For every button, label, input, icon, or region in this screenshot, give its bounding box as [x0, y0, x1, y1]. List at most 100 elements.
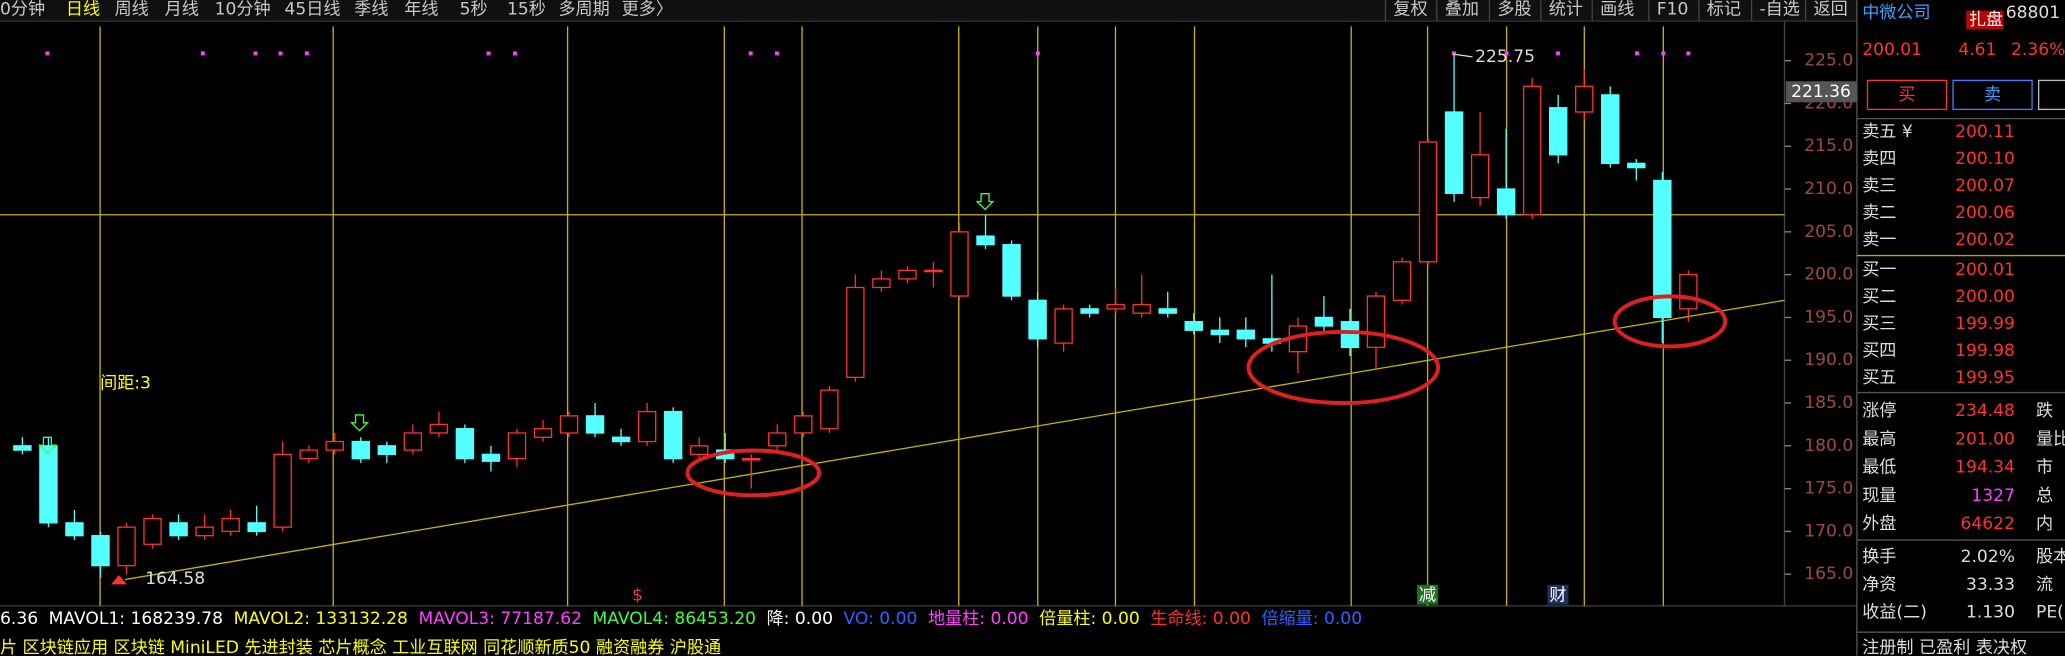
signal-dot	[200, 51, 205, 56]
candle-body	[950, 231, 969, 297]
indicator-value: VO: 0.00	[844, 609, 918, 629]
row-value: 200.06	[1955, 203, 2015, 223]
signal-dot	[1451, 51, 1456, 56]
candle-body	[1002, 244, 1021, 297]
y-tick-label: 180.0	[1804, 436, 1853, 456]
trend-line	[125, 299, 1785, 581]
candle-body	[1653, 179, 1672, 319]
candle-body	[533, 428, 553, 438]
buy-arrow	[975, 193, 995, 211]
candle-body	[65, 522, 84, 537]
row-value: 64622	[1961, 514, 2015, 534]
toolbar-tab[interactable]: 季线	[354, 0, 388, 19]
signal-dot	[775, 51, 779, 56]
y-tick-label: 200.0	[1804, 265, 1853, 285]
indicator-value: MAVOL2: 133132.28	[234, 609, 408, 629]
signal-dot	[1555, 51, 1560, 56]
y-tick-label: 165.0	[1804, 564, 1853, 584]
signal-dot	[304, 51, 309, 56]
toolbar-tab[interactable]: 10分钟	[215, 0, 271, 19]
candle-body	[872, 278, 891, 289]
toolbar-tab[interactable]: 多周期	[558, 0, 609, 19]
row-value: 2.02%	[1961, 547, 2015, 567]
candle-body	[820, 389, 839, 430]
y-tick-label: 205.0	[1804, 222, 1853, 242]
indicator-value: 倍量柱: 0.00	[1039, 609, 1140, 629]
row-value: 199.95	[1955, 368, 2015, 388]
signal-dot	[1635, 51, 1639, 56]
row-value: 33.33	[1966, 575, 2015, 595]
y-tick-label: 225.0	[1804, 51, 1853, 71]
toolbar-button[interactable]: -自选	[1759, 0, 1799, 19]
stock-name: 中微公司	[1862, 3, 1930, 23]
signal-dot	[512, 51, 517, 56]
event-marker: $	[632, 585, 643, 605]
row-label: 最低	[1862, 458, 1896, 478]
candle-body	[169, 522, 188, 537]
row-label: 买二	[1862, 287, 1896, 307]
candle-body	[768, 432, 787, 447]
y-tick-label: 210.0	[1804, 179, 1853, 199]
toolbar-button[interactable]: F10	[1657, 0, 1689, 19]
row-label: 买一	[1862, 260, 1896, 280]
row-label-2: 总	[2036, 486, 2053, 506]
row-label-2: 量比	[2036, 429, 2065, 449]
toolbar-button[interactable]: 叠加	[1445, 0, 1479, 19]
highlight-ellipse	[1246, 329, 1441, 406]
toolbar-tab[interactable]: 月线	[165, 0, 199, 19]
row-value: 200.00	[1955, 287, 2015, 307]
extra-button-box[interactable]	[2038, 79, 2065, 111]
toolbar-button[interactable]: 多股	[1497, 0, 1531, 19]
candle-body	[13, 445, 32, 451]
y-tick-label: 190.0	[1804, 350, 1853, 370]
candle-body	[585, 415, 605, 434]
row-value: 1327	[1971, 486, 2015, 506]
signal-dot	[253, 51, 258, 56]
stock-tags: 注册制 已盈利 表决权	[1862, 638, 2027, 656]
candle-body	[1184, 321, 1203, 331]
toolbar-button[interactable]: 统计	[1549, 0, 1583, 19]
toolbar-tab[interactable]: 更多〉	[622, 0, 673, 19]
toolbar-button[interactable]: 复权	[1393, 0, 1427, 19]
toolbar-button[interactable]: 画线	[1600, 0, 1634, 19]
toolbar-tab[interactable]: 0分钟	[0, 0, 45, 19]
row-value: 200.10	[1955, 149, 2015, 169]
candle-body	[689, 445, 709, 456]
sell-button[interactable]: 卖	[1984, 85, 2001, 105]
toolbar-tab[interactable]: 5秒	[460, 0, 488, 19]
signal-dot	[748, 51, 753, 56]
toolbar-tab[interactable]: 15秒	[507, 0, 546, 19]
toolbar-tab[interactable]: 45日线	[284, 0, 340, 19]
price-change-pct: 2.36%	[2011, 40, 2065, 60]
buy-button[interactable]: 买	[1898, 85, 1915, 105]
candle-body	[1080, 308, 1099, 314]
candle-body	[429, 423, 449, 434]
sell-button-box[interactable]	[1952, 79, 2033, 111]
signal-dot	[45, 51, 50, 56]
candle-body	[91, 535, 110, 567]
buy-button-box[interactable]	[1866, 79, 1948, 111]
row-label: 外盘	[1862, 514, 1896, 534]
indicator-value: MAVOL1: 168239.78	[49, 609, 223, 629]
candle-body	[924, 269, 943, 273]
row-value: 200.11	[1955, 122, 2015, 142]
highlight-ellipse	[1612, 294, 1728, 349]
toolbar-button[interactable]: 标记	[1707, 0, 1741, 19]
candle-body	[403, 432, 423, 451]
row-value: 201.00	[1955, 429, 2015, 449]
candle-body	[1028, 299, 1047, 340]
buy-arrow	[37, 436, 57, 455]
toolbar-tab[interactable]: 日线	[66, 0, 100, 19]
high-pointer	[1453, 53, 1473, 58]
signal-dot	[1661, 51, 1666, 56]
toolbar-button[interactable]: 返回	[1813, 0, 1847, 19]
event-marker: 财	[1549, 585, 1566, 605]
row-label-2: 内	[2036, 514, 2053, 534]
toolbar-tab[interactable]: 周线	[115, 0, 149, 19]
candle-body	[247, 522, 266, 533]
row-label-2: 股本	[2036, 547, 2065, 567]
candle-body	[1054, 308, 1073, 344]
toolbar-tab[interactable]: 年线	[404, 0, 438, 19]
candle-body	[455, 428, 475, 460]
concept-tags: 片 区块链应用 区块链 MiniLED 先进封装 芯片概念 工业互联网 同花顺新…	[0, 637, 721, 656]
